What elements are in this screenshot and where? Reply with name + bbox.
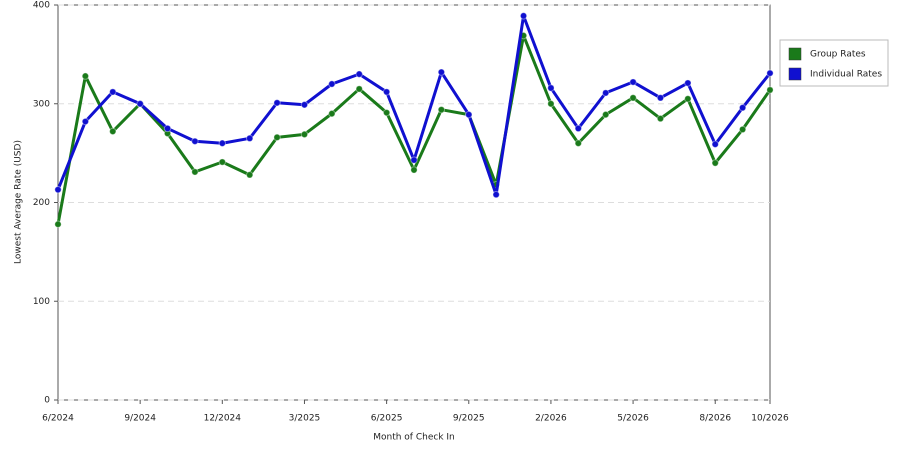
point <box>574 139 583 147</box>
x-tick-label: 10/2026 <box>751 414 789 424</box>
point <box>738 125 747 134</box>
point <box>245 134 254 143</box>
point <box>601 89 610 97</box>
x-tick-label: 5/2026 <box>617 414 649 424</box>
point <box>355 70 363 78</box>
point <box>738 104 747 112</box>
point <box>601 110 610 119</box>
point <box>656 94 665 102</box>
point <box>136 100 144 108</box>
legend-label: Individual Rates <box>810 70 882 80</box>
point <box>81 117 90 126</box>
point <box>492 190 500 199</box>
legend-swatch <box>788 47 802 61</box>
point <box>218 139 227 147</box>
point <box>191 137 199 145</box>
legend-swatch <box>788 67 802 81</box>
x-tick-label: 6/2024 <box>42 414 74 424</box>
point <box>629 94 637 102</box>
point <box>410 166 418 174</box>
x-tick-label: 6/2025 <box>371 414 403 424</box>
point <box>547 84 555 92</box>
point <box>684 79 692 87</box>
point <box>328 80 336 88</box>
x-axis-label: Month of Check In <box>373 433 455 443</box>
point <box>684 95 692 103</box>
x-tick-label: 12/2024 <box>204 414 242 424</box>
point <box>766 86 774 94</box>
y-axis-label: Lowest Average Rate (USD) <box>14 140 24 264</box>
point <box>191 168 199 176</box>
point <box>54 185 62 194</box>
y-tick-label: 300 <box>33 99 50 109</box>
x-tick-label: 9/2024 <box>124 414 156 424</box>
point <box>273 133 281 142</box>
x-tick-label: 3/2025 <box>289 414 321 424</box>
point <box>519 12 528 20</box>
y-tick-label: 0 <box>44 396 50 406</box>
point <box>54 220 62 228</box>
point <box>465 110 473 119</box>
point <box>300 101 309 109</box>
point <box>437 68 446 76</box>
point <box>218 158 227 166</box>
point <box>711 140 719 148</box>
point <box>711 159 719 167</box>
x-tick-label: 8/2026 <box>699 414 731 424</box>
y-tick-label: 200 <box>33 198 50 208</box>
point <box>574 124 583 133</box>
point <box>410 156 418 164</box>
point <box>547 100 555 108</box>
point <box>81 72 90 80</box>
point <box>328 109 336 118</box>
point <box>109 88 117 96</box>
point <box>355 85 363 93</box>
point <box>382 88 391 96</box>
point <box>656 114 665 123</box>
legend-label: Group Rates <box>810 50 866 60</box>
x-tick-label: 2/2026 <box>535 414 567 424</box>
y-tick-label: 100 <box>33 297 50 307</box>
point <box>382 108 391 117</box>
point <box>766 69 774 77</box>
point <box>273 99 281 107</box>
x-tick-label: 9/2025 <box>453 414 485 424</box>
point <box>629 78 637 86</box>
point <box>109 127 117 136</box>
point <box>245 171 254 179</box>
point <box>437 105 446 114</box>
point <box>163 124 172 133</box>
point <box>300 130 309 139</box>
y-tick-label: 400 <box>33 1 50 11</box>
